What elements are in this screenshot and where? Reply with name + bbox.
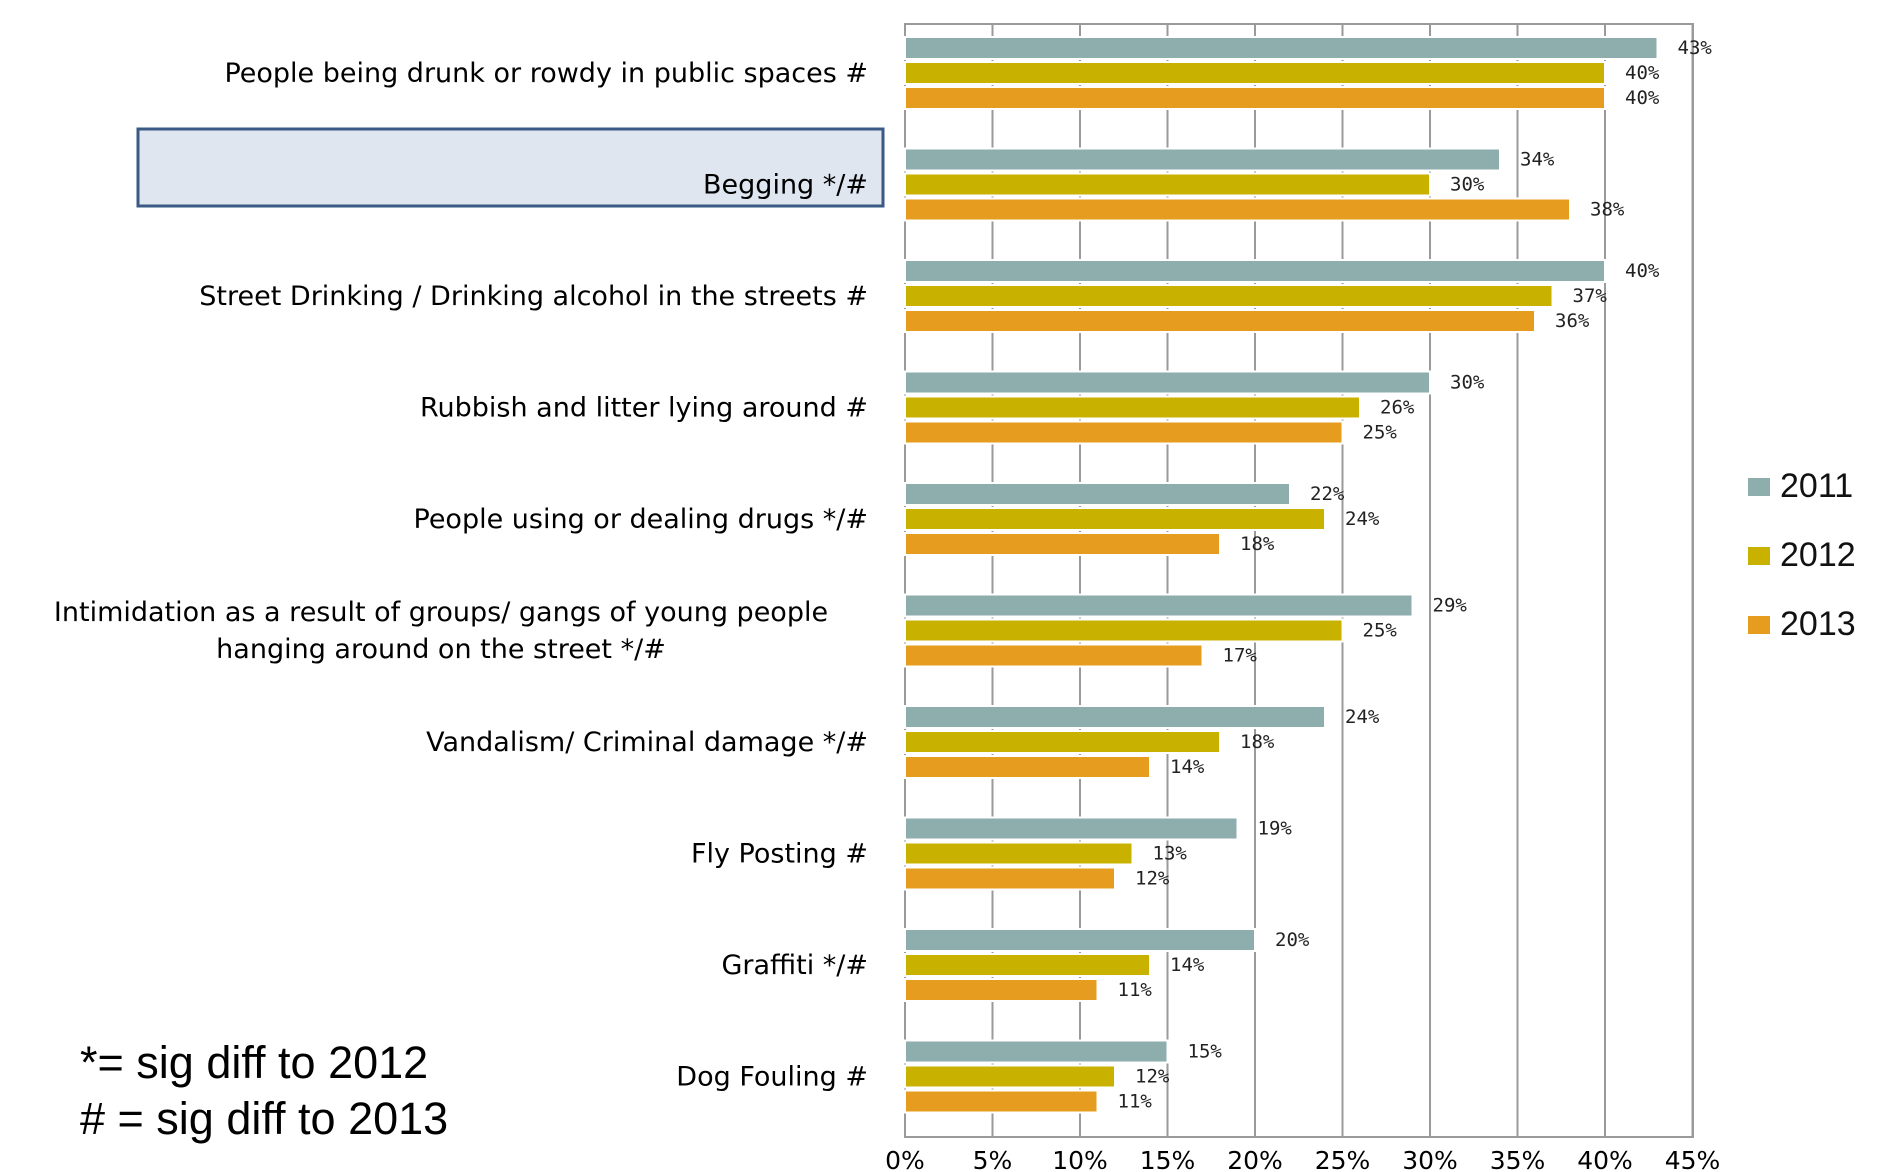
category-label: Dog Fouling # [676,1062,868,1093]
bars: 43%40%40%34%30%38%40%37%36%30%26%25%22%2… [904,36,1713,1114]
data-label: 14% [1170,756,1205,778]
data-label: 24% [1345,508,1380,530]
data-label: 36% [1555,310,1590,332]
bar-2011 [904,36,1659,60]
note-sig-2012: *= sig diff to 2012 [80,1037,429,1088]
data-label: 14% [1170,954,1205,976]
legend-label: 2012 [1780,536,1856,574]
data-label: 17% [1223,645,1258,667]
bar-2012 [904,730,1221,754]
x-tick-label: 30% [1402,1146,1458,1172]
data-label: 34% [1520,149,1555,171]
data-label: 25% [1363,422,1398,444]
x-tick-label: 15% [1140,1146,1196,1172]
x-tick-label: 0% [885,1146,925,1172]
legend: 2011 2012 2013 [1748,467,1856,643]
bar-2013 [904,978,1099,1002]
x-tick-label: 20% [1227,1146,1283,1172]
legend-swatch-2011 [1748,478,1770,496]
bar-2013 [904,197,1571,222]
gridlines [904,23,1694,1138]
bar-2011 [904,147,1501,172]
category-label: Intimidation as a result of groups/ gang… [54,597,828,628]
data-label: 22% [1310,483,1345,505]
data-label: 40% [1625,87,1660,109]
data-label: 29% [1433,595,1468,617]
category-label: Begging */# [703,170,868,201]
bar-2012 [904,618,1344,643]
bar-2013 [904,420,1344,445]
data-label: 20% [1275,929,1310,951]
x-tick-label: 35% [1490,1146,1546,1172]
data-label: 43% [1678,37,1713,59]
data-label: 11% [1118,979,1153,1001]
data-label: 30% [1450,372,1485,394]
data-label: 40% [1625,62,1660,84]
category-label: Rubbish and litter lying around # [420,393,868,424]
bar-2011 [904,816,1239,841]
category-labels: People being drunk or rowdy in public sp… [54,58,868,1093]
bar-2011 [904,1039,1169,1064]
bar-2012 [904,61,1606,85]
data-label: 26% [1380,397,1415,419]
category-label: People being drunk or rowdy in public sp… [224,58,868,89]
category-label: hanging around on the street */# [216,634,666,665]
bar-2011 [904,593,1414,618]
data-label: 18% [1240,731,1275,753]
bar-2013 [904,643,1204,668]
bar-2013 [904,532,1221,556]
bar-2012 [904,284,1554,308]
bar-2011 [904,482,1291,506]
data-label: 12% [1135,1066,1170,1088]
bar-2012 [904,1064,1116,1089]
x-tick-label: 5% [973,1146,1013,1172]
category-label: Street Drinking / Drinking alcohol in th… [199,281,868,312]
category-label: People using or dealing drugs */# [414,504,869,535]
data-label: 11% [1118,1091,1153,1113]
x-tick-label: 25% [1315,1146,1371,1172]
data-label: 12% [1135,868,1170,890]
bar-2013 [904,86,1606,110]
x-tick-label: 40% [1577,1146,1633,1172]
data-label: 15% [1188,1041,1223,1063]
bar-2011 [904,928,1256,952]
x-axis-ticks: 0% 5% 10% 15% 20% 25% 30% 35% 40% 45% [885,1146,1720,1172]
bar-2012 [904,841,1134,866]
x-tick-label: 10% [1052,1146,1108,1172]
bar-2011 [904,259,1606,283]
category-label: Fly Posting # [691,839,868,870]
legend-swatch-2012 [1748,547,1770,565]
legend-label: 2011 [1780,467,1853,505]
data-label: 40% [1625,260,1660,282]
data-label: 38% [1590,199,1625,221]
data-label: 13% [1153,843,1188,865]
category-label: Vandalism/ Criminal damage */# [426,727,868,758]
data-label: 19% [1258,818,1293,840]
data-label: 37% [1573,285,1608,307]
legend-label: 2013 [1780,605,1856,643]
x-tick-label: 45% [1665,1146,1721,1172]
bar-2012 [904,507,1326,531]
bar-2012 [904,172,1431,197]
bar-2012 [904,953,1151,977]
note-sig-2013: # = sig diff to 2013 [80,1093,449,1144]
category-label: Graffiti */# [721,950,868,981]
data-label: 24% [1345,706,1380,728]
bar-2013 [904,1089,1099,1114]
bar-2011 [904,705,1326,729]
category-highlight-box [136,127,885,208]
bar-2012 [904,395,1361,420]
data-label: 25% [1363,620,1398,642]
bar-2011 [904,370,1431,395]
bar-2013 [904,309,1536,333]
data-label: 18% [1240,533,1275,555]
bar-2013 [904,866,1116,891]
bar-2013 [904,755,1151,779]
data-label: 30% [1450,174,1485,196]
legend-swatch-2013 [1748,616,1770,634]
